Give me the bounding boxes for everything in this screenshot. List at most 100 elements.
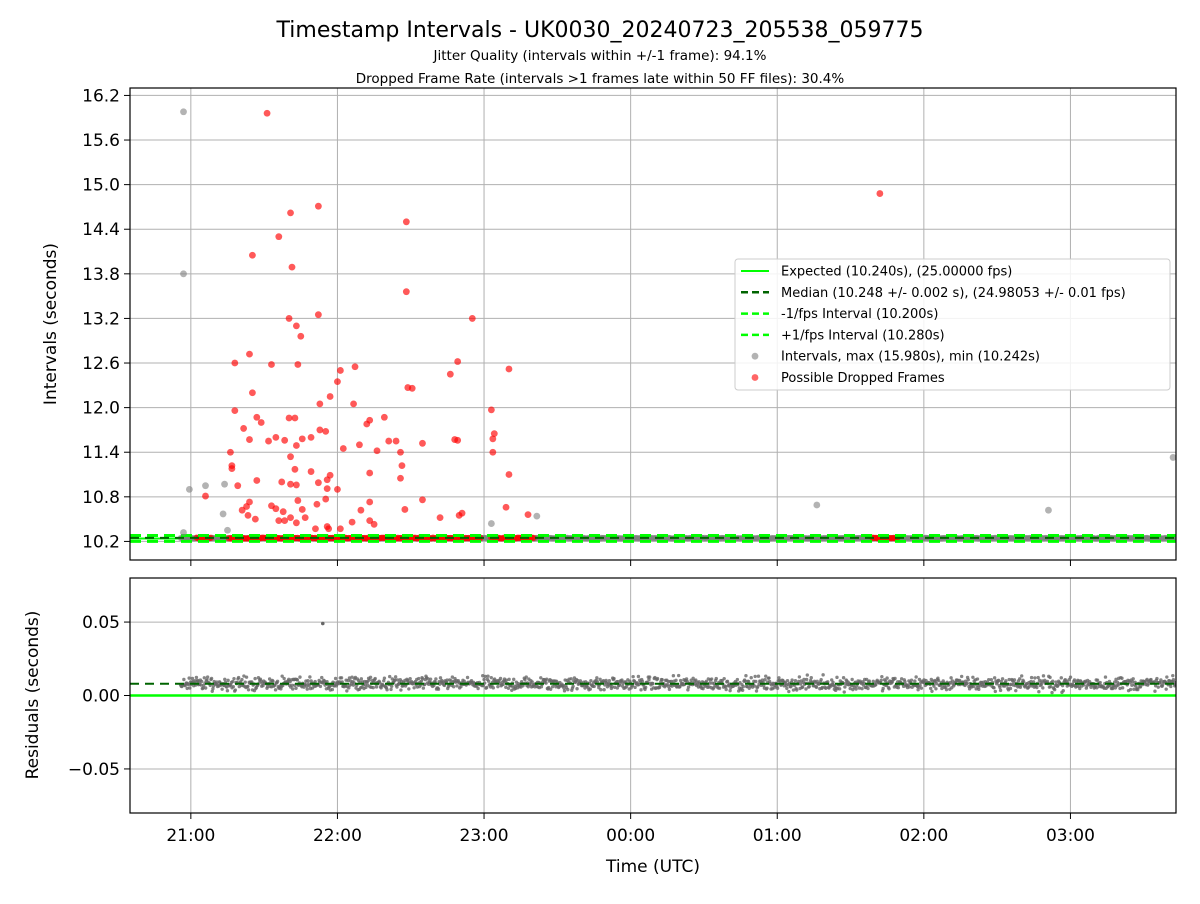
dropped-frame-point bbox=[249, 251, 256, 259]
residual-point bbox=[188, 686, 192, 690]
residuals-y-axis: 0.05 0.00 −0.05 bbox=[68, 613, 130, 780]
dropped-frame-point bbox=[285, 414, 293, 422]
x-tick-label: 21:00 bbox=[166, 826, 215, 846]
residual-point bbox=[512, 677, 516, 682]
residual-point bbox=[202, 676, 207, 680]
residual-point bbox=[916, 688, 920, 692]
residual-point bbox=[1051, 679, 1055, 683]
residual-point bbox=[482, 677, 486, 682]
residual-point bbox=[539, 676, 543, 680]
dropped-frame-point bbox=[397, 448, 404, 456]
residual-point bbox=[220, 687, 224, 691]
residual-point bbox=[975, 677, 980, 681]
residual-point bbox=[368, 675, 373, 679]
residual-point bbox=[957, 678, 962, 683]
dropped-frame-point bbox=[325, 525, 333, 533]
intervals-y-tick-label: 12.6 bbox=[82, 354, 120, 374]
residual-point bbox=[607, 678, 612, 683]
residual-point bbox=[691, 676, 695, 680]
x-tick-label: 00:00 bbox=[606, 826, 655, 846]
residual-point bbox=[575, 687, 579, 691]
residual-point bbox=[544, 681, 548, 685]
residual-point bbox=[835, 675, 839, 680]
dropped-frame-point bbox=[281, 517, 289, 525]
interval-point bbox=[1169, 454, 1176, 461]
residual-point bbox=[187, 676, 191, 680]
residual-point bbox=[233, 688, 238, 692]
residual-point bbox=[550, 684, 555, 689]
residual-point bbox=[1131, 677, 1135, 681]
dropped-frame-point bbox=[351, 363, 359, 371]
residual-point bbox=[491, 686, 495, 690]
residual-point bbox=[1029, 679, 1033, 684]
residual-point bbox=[819, 677, 823, 682]
residuals-x-axis: 21:00 22:00 23:00 00:00 01:00 02:00 03:00 bbox=[166, 813, 1095, 846]
dropped-frame-point bbox=[314, 311, 322, 319]
intervals-y-tick-label: 10.8 bbox=[82, 488, 120, 508]
x-tick-label: 23:00 bbox=[460, 826, 509, 846]
residual-point bbox=[928, 686, 933, 691]
dropped-frame-point bbox=[272, 433, 280, 441]
residual-point bbox=[333, 676, 338, 681]
residual-point bbox=[273, 688, 278, 692]
residual-point bbox=[395, 685, 399, 689]
dropped-frame-point bbox=[436, 514, 444, 522]
residual-point bbox=[481, 674, 485, 678]
residual-point bbox=[1130, 683, 1134, 687]
residual-point bbox=[740, 688, 745, 692]
dropped-frame-point bbox=[231, 359, 239, 367]
residual-point bbox=[489, 675, 493, 680]
residual-point bbox=[504, 678, 509, 682]
dropped-frame-point bbox=[265, 437, 272, 445]
residual-point bbox=[244, 675, 249, 679]
residual-point bbox=[246, 688, 251, 692]
residual-point bbox=[295, 678, 300, 682]
residual-point bbox=[576, 678, 580, 683]
residual-point bbox=[242, 674, 246, 678]
residual-point bbox=[655, 676, 660, 681]
dropped-frame-point bbox=[316, 400, 324, 408]
dropped-frame-point bbox=[366, 469, 374, 477]
residual-point bbox=[236, 675, 241, 680]
dropped-frame-point bbox=[454, 436, 462, 444]
residual-point bbox=[1128, 687, 1133, 692]
residual-point bbox=[595, 676, 599, 680]
residual-point bbox=[389, 684, 394, 688]
residual-point bbox=[1052, 687, 1057, 692]
residual-point bbox=[809, 676, 813, 680]
dropped-frame-point bbox=[402, 218, 410, 226]
dropped-frame-point bbox=[366, 498, 374, 506]
residual-point bbox=[660, 677, 664, 682]
dropped-frame-point bbox=[294, 361, 302, 368]
residual-point bbox=[874, 682, 878, 687]
residual-point bbox=[203, 686, 208, 690]
residual-point bbox=[455, 684, 459, 688]
residual-point bbox=[744, 674, 748, 678]
residual-point bbox=[1035, 685, 1039, 690]
residual-point bbox=[1048, 675, 1052, 680]
residual-point bbox=[385, 688, 389, 692]
dropped-frame-point bbox=[246, 350, 253, 358]
dropped-frame-point bbox=[288, 263, 296, 271]
residual-point bbox=[686, 685, 691, 689]
residual-point bbox=[618, 682, 622, 686]
residual-point bbox=[253, 676, 257, 681]
residual-point bbox=[350, 675, 354, 679]
residual-point bbox=[630, 684, 635, 688]
interval-point bbox=[533, 512, 541, 520]
dropped-frame-point bbox=[350, 400, 357, 408]
residual-point bbox=[643, 685, 648, 690]
intervals-panel: 10.2 10.8 11.4 12.0 12.6 13.2 13.8 14.4 15.0 15.6… bbox=[41, 86, 1177, 566]
residual-point bbox=[483, 674, 488, 679]
residual-point bbox=[998, 685, 1002, 690]
residual-point bbox=[1039, 682, 1044, 687]
dropped-frame-point bbox=[339, 445, 347, 452]
dropped-frame-point bbox=[253, 477, 261, 484]
dropped-frame-point bbox=[322, 428, 330, 435]
residual-point bbox=[450, 675, 455, 679]
residual-point bbox=[420, 677, 425, 681]
intervals-plot-area bbox=[130, 108, 1176, 543]
residuals-panel: 0.05 0.00 −0.05 21:00 22:00 23:00 00:00 01:00 0… bbox=[23, 577, 1177, 846]
residual-point bbox=[1037, 678, 1042, 683]
residual-point bbox=[612, 685, 617, 689]
